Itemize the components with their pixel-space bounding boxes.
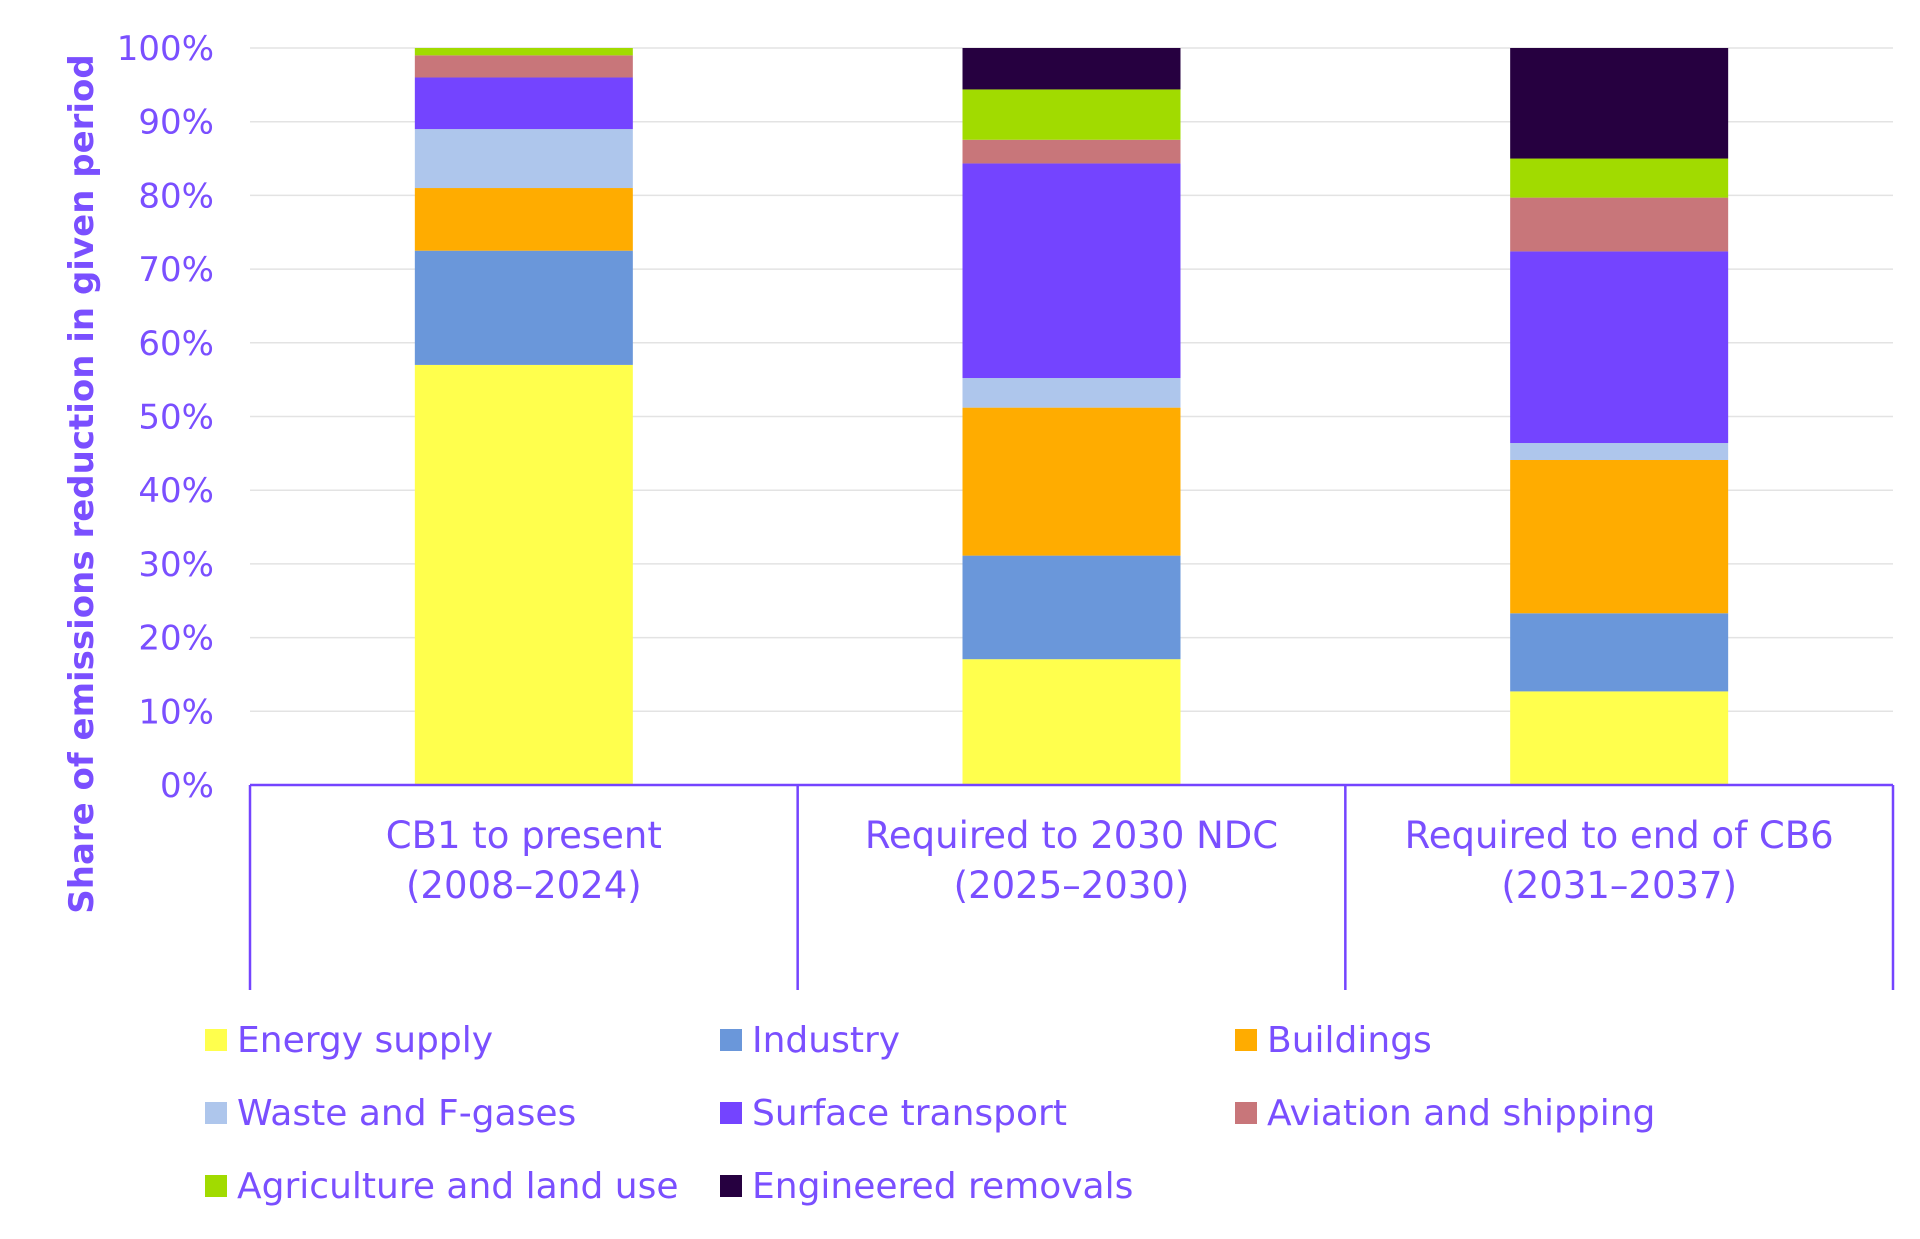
y-tick-label: 70% bbox=[138, 250, 214, 290]
bar-segment bbox=[962, 378, 1181, 408]
x-tick-label: Required to 2030 NDC (2025–2030) bbox=[865, 814, 1278, 907]
y-tick-label: 90% bbox=[138, 103, 214, 143]
legend-swatch bbox=[720, 1175, 742, 1197]
bar-segment bbox=[414, 48, 633, 56]
y-axis-ticks: 0% 10% 20% 30% 40% 50% 60% 70% 80% 90% 100% bbox=[117, 29, 214, 806]
x-axis-tick-labels: CB1 to present (2008–2024) Required to 203… bbox=[386, 814, 1834, 907]
bar-segment bbox=[962, 139, 1181, 164]
bar-segment bbox=[414, 364, 633, 785]
legend-item: Surface transport bbox=[720, 1083, 1067, 1143]
bar-segment bbox=[962, 89, 1181, 140]
legend-item: Aviation and shipping bbox=[1235, 1083, 1655, 1143]
legend-label: Waste and F-gases bbox=[237, 1092, 577, 1134]
y-tick-label: 50% bbox=[138, 398, 214, 438]
bar-segment bbox=[414, 129, 633, 189]
y-tick-label: 40% bbox=[138, 471, 214, 511]
y-tick-label: 0% bbox=[160, 766, 214, 806]
legend-swatch bbox=[720, 1029, 742, 1051]
legend-label: Engineered removals bbox=[752, 1165, 1134, 1207]
x-axis bbox=[248, 783, 1895, 990]
bar-segment bbox=[414, 250, 633, 365]
legend-item: Buildings bbox=[1235, 1010, 1432, 1070]
legend-label: Agriculture and land use bbox=[237, 1165, 679, 1207]
legend-label: Energy supply bbox=[237, 1019, 494, 1061]
bar-segment bbox=[962, 659, 1181, 785]
legend-swatch bbox=[205, 1175, 227, 1197]
bar-segment bbox=[414, 188, 633, 251]
y-tick-label: 20% bbox=[138, 619, 214, 659]
bar-segment bbox=[1510, 48, 1729, 159]
bar-segment bbox=[414, 55, 633, 78]
legend-item: Industry bbox=[720, 1010, 900, 1070]
y-tick-label: 10% bbox=[138, 692, 214, 732]
bars bbox=[414, 48, 1729, 785]
legend-swatch bbox=[205, 1102, 227, 1124]
bar-segment bbox=[962, 48, 1181, 90]
bar-segment bbox=[1510, 251, 1729, 444]
bar-segment bbox=[1510, 158, 1729, 198]
y-tick-label: 100% bbox=[117, 29, 214, 69]
bar-segment bbox=[1510, 459, 1729, 614]
legend-label: Aviation and shipping bbox=[1267, 1092, 1656, 1134]
y-axis-label: Share of emissions reduction in given pe… bbox=[62, 54, 102, 914]
legend-label: Industry bbox=[752, 1019, 901, 1061]
bar-segment bbox=[962, 407, 1181, 556]
bar-segment bbox=[1510, 613, 1729, 692]
legend-item: Engineered removals bbox=[720, 1156, 1133, 1216]
legend-item: Waste and F-gases bbox=[205, 1083, 576, 1143]
legend-label: Surface transport bbox=[752, 1092, 1067, 1134]
bar-segment bbox=[1510, 691, 1729, 785]
legend-item: Energy supply bbox=[205, 1010, 493, 1070]
legend-swatch bbox=[205, 1029, 227, 1051]
legend-item: Agriculture and land use bbox=[205, 1156, 679, 1216]
x-tick-label: Required to end of CB6 (2031–2037) bbox=[1405, 814, 1834, 907]
legend-swatch bbox=[720, 1102, 742, 1124]
legend-swatch bbox=[1235, 1029, 1257, 1051]
y-tick-label: 60% bbox=[138, 324, 214, 364]
bar-segment bbox=[962, 163, 1181, 379]
y-tick-label: 80% bbox=[138, 176, 214, 216]
y-tick-label: 30% bbox=[138, 545, 214, 585]
bar-segment bbox=[1510, 443, 1729, 460]
x-tick-label: CB1 to present (2008–2024) bbox=[386, 814, 662, 907]
bar-segment bbox=[414, 77, 633, 130]
bar-segment bbox=[1510, 197, 1729, 252]
bar-segment bbox=[962, 555, 1181, 660]
stacked-bar-chart: 0% 10% 20% 30% 40% 50% 60% 70% 80% 90% 100% CB1 to… bbox=[62, 29, 1895, 990]
legend-label: Buildings bbox=[1267, 1019, 1432, 1061]
legend-swatch bbox=[1235, 1102, 1257, 1124]
